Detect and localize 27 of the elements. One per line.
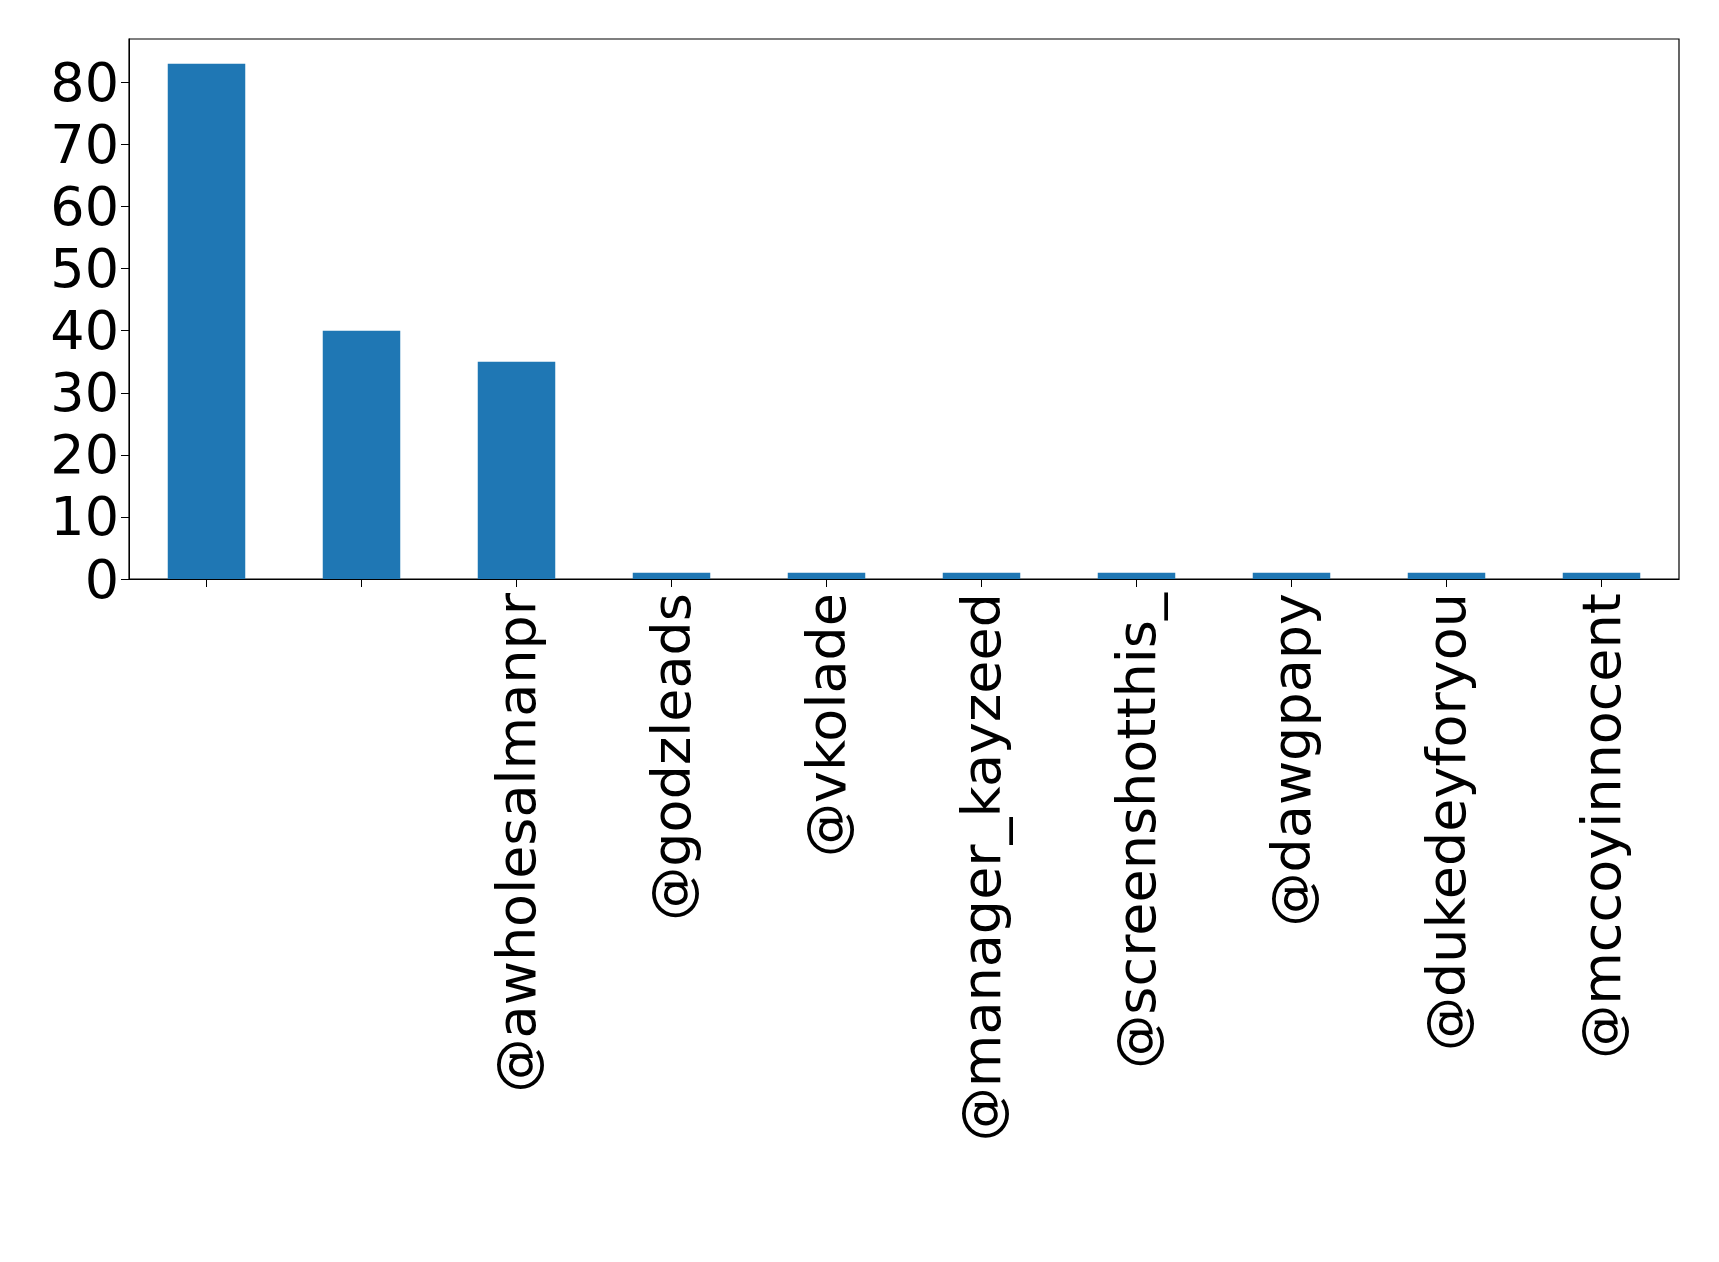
bar xyxy=(477,361,556,579)
y-tick-label: 50 xyxy=(50,237,119,301)
y-tick-label: 40 xyxy=(50,299,119,363)
y-tick-label: 0 xyxy=(84,547,119,611)
y-tick-label: 80 xyxy=(50,50,119,114)
x-tick-label: @dukedeyforyou xyxy=(1415,593,1478,1051)
x-tick-label: @godzleads xyxy=(640,593,703,921)
bar xyxy=(1562,572,1641,579)
bar xyxy=(787,572,866,579)
y-tick-label: 60 xyxy=(50,175,119,239)
bar xyxy=(1407,572,1486,579)
y-tick-label: 10 xyxy=(50,485,119,549)
y-tick-label: 70 xyxy=(50,113,119,177)
bar xyxy=(1097,572,1176,579)
y-tick-label: 30 xyxy=(50,361,119,425)
bar xyxy=(632,572,711,579)
x-tick-label: @manager_kayzeed xyxy=(950,593,1013,1142)
x-tick-label: @awholesalmanpr xyxy=(485,592,548,1093)
y-tick-label: 20 xyxy=(50,423,119,487)
x-tick-label: @screenshotthis_ xyxy=(1105,592,1168,1069)
x-tick-label: @mccoyinnocent xyxy=(1570,593,1633,1059)
bar xyxy=(942,572,1021,579)
bar xyxy=(322,330,401,579)
x-tick-label: @vkolade xyxy=(795,593,858,857)
x-tick-label: @dawgpapy xyxy=(1260,593,1323,927)
bar xyxy=(167,63,246,579)
bar xyxy=(1252,572,1331,579)
